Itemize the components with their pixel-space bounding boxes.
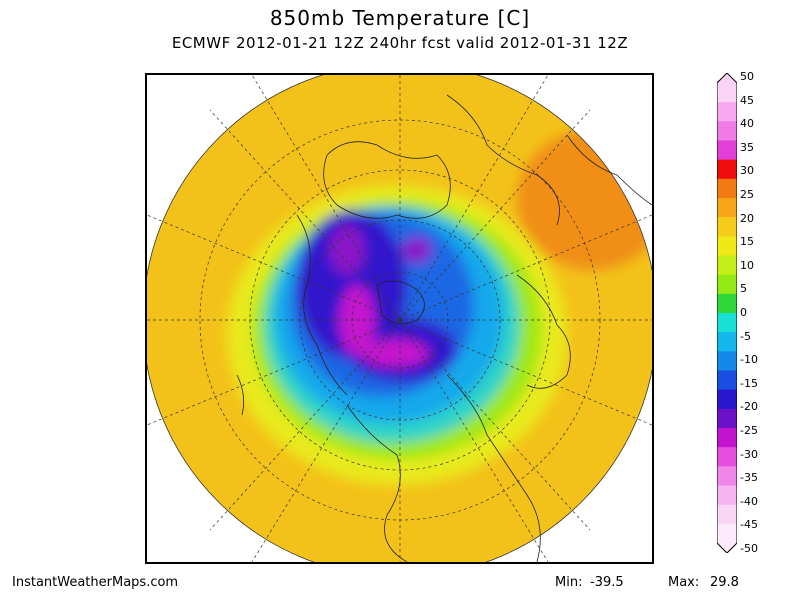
colorbar-band <box>717 389 737 410</box>
colorbar-tick-label: 35 <box>740 140 754 154</box>
colorbar-tick-label: 5 <box>740 282 747 296</box>
colorbar-tick-label: -30 <box>740 447 758 461</box>
colorbar-band <box>717 83 737 103</box>
colorbar-tick-label: 45 <box>740 93 754 107</box>
colorbar-bottom-cap <box>717 543 737 553</box>
colorbar-band <box>717 370 737 391</box>
colorbar-tick-label: 50 <box>740 70 754 83</box>
colorbar-tick-label: -45 <box>740 518 758 532</box>
colorbar-band <box>717 447 737 467</box>
polar-temperature-map <box>147 75 652 562</box>
colorbar-band <box>717 523 737 544</box>
magenta-core-south <box>361 339 429 367</box>
colorbar-tick-label: -15 <box>740 376 758 390</box>
colorbar-tick-label: -35 <box>740 471 758 485</box>
colorbar-band <box>717 198 737 218</box>
colorbar-band <box>717 102 737 122</box>
colorbar-band <box>717 217 737 237</box>
meridian-lines <box>147 75 652 562</box>
colorbar-band <box>717 293 737 314</box>
colorbar-tick-label: 15 <box>740 235 754 249</box>
colorbar-tick-label: -10 <box>740 353 758 367</box>
colorbar-band <box>717 428 737 448</box>
purple-core-east <box>402 237 432 263</box>
colorbar-tick-label: -20 <box>740 400 758 414</box>
max-value: 29.8 <box>710 575 739 590</box>
colorbar-tick-label: 20 <box>740 211 754 225</box>
colorbar-tick-label: -25 <box>740 424 758 437</box>
colorbar-band <box>717 408 737 429</box>
map-title: 850mb Temperature [C] <box>269 6 531 30</box>
colorbar-band <box>717 274 737 295</box>
min-label: Min: <box>555 575 583 590</box>
colorbar-band <box>717 159 737 180</box>
map-subtitle: ECMWF 2012-01-21 12Z 240hr fcst valid 20… <box>171 34 629 52</box>
colorbar-tick-label: 0 <box>740 306 747 319</box>
colorbar-tick-label: 30 <box>740 164 754 178</box>
polar-map-panel <box>145 73 654 564</box>
colorbar-tick-label: -50 <box>740 542 758 555</box>
colorbar-tick-label: -40 <box>740 494 758 508</box>
colorbar-tick-label: -5 <box>740 329 751 343</box>
colorbar-bands <box>717 73 737 553</box>
colorbar-band <box>717 178 737 199</box>
colorbar-band <box>717 351 737 371</box>
colorbar-band <box>717 236 737 256</box>
colorbar-tick-label: 10 <box>740 258 754 272</box>
purple-core-north <box>329 225 365 275</box>
colorbar-band <box>717 504 737 525</box>
min-value: -39.5 <box>590 575 624 590</box>
colorbar-tick-label: 40 <box>740 117 754 131</box>
colorbar-band <box>717 313 737 333</box>
colorbar-band <box>717 485 737 506</box>
site-credit: InstantWeatherMaps.com <box>12 575 179 590</box>
colorbar-band <box>717 255 737 276</box>
temperature-colorbar <box>717 73 737 553</box>
colorbar-band <box>717 140 737 161</box>
colorbar-band <box>717 121 737 141</box>
colorbar-band <box>717 466 737 486</box>
coastlines <box>236 94 652 562</box>
max-label: Max: <box>668 575 700 590</box>
colorbar-band <box>717 332 737 352</box>
colorbar-tick-label: 25 <box>740 188 754 201</box>
colorbar-top-cap <box>717 73 737 83</box>
